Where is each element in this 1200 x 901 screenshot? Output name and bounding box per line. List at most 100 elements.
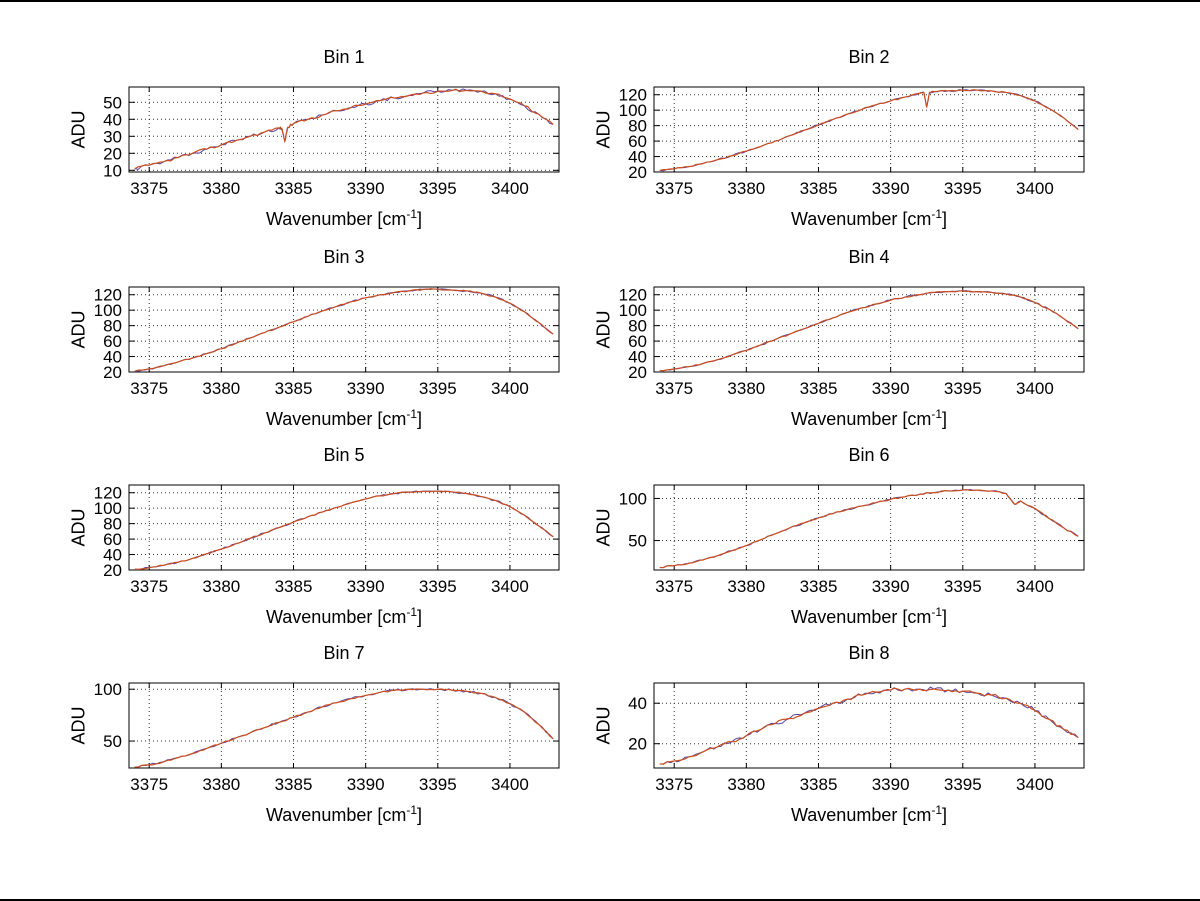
x-axis-label-close: ] [417, 607, 423, 627]
svg-text:3380: 3380 [727, 775, 765, 794]
x-axis-label-superscript: -1 [406, 803, 418, 817]
svg-text:40: 40 [628, 348, 647, 367]
x-axis-label-close: ] [942, 805, 948, 825]
svg-text:3375: 3375 [655, 179, 693, 198]
svg-text:3390: 3390 [872, 577, 910, 596]
x-axis-label-text: Wavenumber [cm [790, 805, 932, 825]
svg-text:120: 120 [94, 484, 122, 503]
svg-text:20: 20 [628, 363, 647, 382]
svg-text:100: 100 [94, 680, 122, 699]
subplot-title: Bin 1 [323, 47, 365, 67]
subplot-bin-2: Bin 2 ADU 3375 3380 3385 3390 3395 3400 20 40 60… [549, 47, 1109, 262]
svg-text:40: 40 [628, 148, 647, 167]
svg-text:3385: 3385 [275, 379, 313, 398]
subplot-bin-7: Bin 7 ADU 3375 3380 3385 3390 3395 3400 50 100 … [24, 643, 584, 858]
x-axis-label: Wavenumber [cm-1] [654, 605, 1084, 628]
svg-text:3380: 3380 [202, 379, 240, 398]
svg-text:3385: 3385 [275, 775, 313, 794]
x-axis-label-close: ] [942, 409, 948, 429]
svg-text:3395: 3395 [419, 775, 457, 794]
svg-text:3380: 3380 [727, 379, 765, 398]
x-axis-label: Wavenumber [cm-1] [654, 407, 1084, 430]
svg-text:3375: 3375 [655, 775, 693, 794]
svg-text:60: 60 [103, 530, 122, 549]
x-axis-label-close: ] [417, 409, 423, 429]
x-axis-label-superscript: -1 [931, 803, 943, 817]
subplot-title: Bin 3 [323, 247, 365, 267]
subplot-title: Bin 7 [323, 643, 365, 663]
x-axis-label-text: Wavenumber [cm [265, 209, 407, 229]
svg-text:40: 40 [103, 348, 122, 367]
svg-text:3400: 3400 [1016, 775, 1054, 794]
svg-text:100: 100 [619, 301, 647, 320]
svg-text:100: 100 [94, 499, 122, 518]
svg-text:3375: 3375 [130, 577, 168, 596]
svg-text:100: 100 [94, 301, 122, 320]
svg-text:3385: 3385 [800, 379, 838, 398]
svg-text:3395: 3395 [419, 379, 457, 398]
x-axis-label-text: Wavenumber [cm [790, 409, 932, 429]
svg-text:20: 20 [103, 363, 122, 382]
svg-text:100: 100 [619, 101, 647, 120]
subplot-title: Bin 5 [323, 445, 365, 465]
svg-text:3375: 3375 [130, 775, 168, 794]
svg-text:40: 40 [103, 110, 122, 129]
svg-text:3380: 3380 [727, 179, 765, 198]
x-axis-label: Wavenumber [cm-1] [129, 605, 559, 628]
svg-text:3400: 3400 [491, 577, 529, 596]
x-axis-label-text: Wavenumber [cm [265, 607, 407, 627]
svg-text:3390: 3390 [347, 179, 385, 198]
x-axis-label: Wavenumber [cm-1] [654, 803, 1084, 826]
svg-text:80: 80 [628, 317, 647, 336]
x-axis-label-close: ] [942, 607, 948, 627]
x-axis-label-superscript: -1 [406, 407, 418, 421]
svg-text:3380: 3380 [202, 775, 240, 794]
svg-text:100: 100 [619, 489, 647, 508]
x-axis-label-text: Wavenumber [cm [790, 607, 932, 627]
x-axis-label-text: Wavenumber [cm [265, 805, 407, 825]
subplot-bin-8: Bin 8 ADU 3375 3380 3385 3390 3395 3400 20 40 W… [549, 643, 1109, 858]
x-axis-label-close: ] [417, 209, 423, 229]
svg-text:3390: 3390 [347, 379, 385, 398]
subplot-bin-3: Bin 3 ADU 3375 3380 3385 3390 3395 3400 20 40 60… [24, 247, 584, 462]
svg-text:3385: 3385 [800, 577, 838, 596]
x-axis-label: Wavenumber [cm-1] [129, 407, 559, 430]
subplot-bin-6: Bin 6 ADU 3375 3380 3385 3390 3395 3400 50 100 … [549, 445, 1109, 660]
svg-text:120: 120 [94, 286, 122, 305]
svg-text:80: 80 [103, 317, 122, 336]
svg-text:3380: 3380 [727, 577, 765, 596]
svg-text:40: 40 [628, 694, 647, 713]
x-axis-label-superscript: -1 [406, 207, 418, 221]
svg-text:3385: 3385 [275, 179, 313, 198]
x-axis-label-close: ] [417, 805, 423, 825]
svg-text:3395: 3395 [944, 179, 982, 198]
svg-text:50: 50 [628, 532, 647, 551]
svg-text:3375: 3375 [655, 379, 693, 398]
svg-text:3385: 3385 [275, 577, 313, 596]
svg-text:3400: 3400 [1016, 379, 1054, 398]
plot-area: 3375 3380 3385 3390 3395 3400 20 40 [628, 682, 1085, 794]
svg-text:80: 80 [103, 515, 122, 534]
subplot-title: Bin 2 [848, 47, 890, 67]
svg-text:3385: 3385 [800, 775, 838, 794]
svg-text:3380: 3380 [202, 179, 240, 198]
svg-text:60: 60 [628, 332, 647, 351]
svg-text:80: 80 [628, 117, 647, 136]
x-axis-label-superscript: -1 [931, 605, 943, 619]
svg-text:3400: 3400 [491, 379, 529, 398]
x-axis-label-superscript: -1 [406, 605, 418, 619]
x-axis-label-superscript: -1 [931, 407, 943, 421]
subplot-title: Bin 6 [848, 445, 890, 465]
svg-text:3400: 3400 [491, 775, 529, 794]
subplot-bin-1: Bin 1 ADU 3375 3380 3385 3390 3395 3400 10 20 30… [24, 47, 584, 262]
svg-text:20: 20 [628, 735, 647, 754]
svg-text:3390: 3390 [872, 775, 910, 794]
plot-area: 3375 3380 3385 3390 3395 3400 50 100 [619, 484, 1085, 596]
svg-text:50: 50 [103, 732, 122, 751]
svg-text:20: 20 [628, 163, 647, 182]
x-axis-label: Wavenumber [cm-1] [654, 207, 1084, 230]
svg-text:50: 50 [103, 93, 122, 112]
svg-text:40: 40 [103, 546, 122, 565]
svg-text:3390: 3390 [872, 379, 910, 398]
